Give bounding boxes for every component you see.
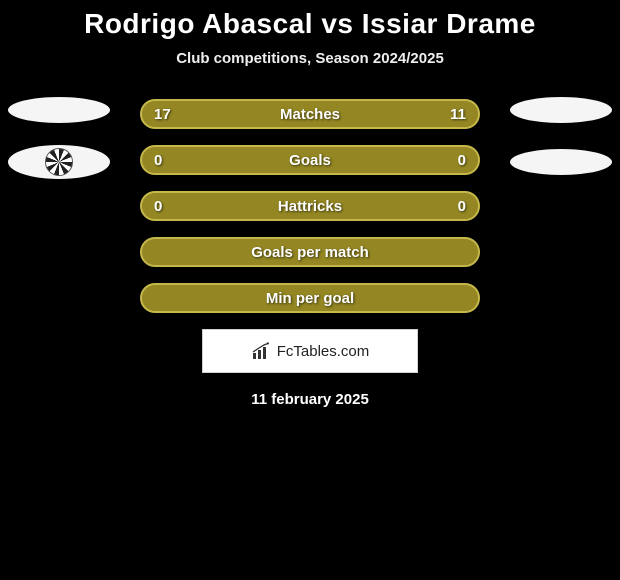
- stat-rows: 17 Matches 11 0 Goals 0 0 Hattricks 0 Go…: [0, 97, 620, 313]
- stat-left-value: 0: [154, 198, 162, 215]
- brand-label: FcTables.com: [277, 343, 370, 360]
- stat-row-min-per-goal: Min per goal: [140, 283, 480, 313]
- chart-icon: [251, 342, 271, 360]
- page-title: Rodrigo Abascal vs Issiar Drame: [0, 0, 620, 40]
- stat-right-value: 0: [458, 152, 466, 169]
- player2-badge-top: [510, 97, 612, 123]
- stat-row-goals-per-match: Goals per match: [140, 237, 480, 267]
- stat-row-matches: 17 Matches 11: [140, 99, 480, 129]
- stat-left-value: 0: [154, 152, 162, 169]
- player1-club-badge: [8, 145, 110, 179]
- stat-label: Hattricks: [278, 198, 342, 215]
- club-crest-icon: [45, 148, 73, 176]
- stat-label: Min per goal: [266, 290, 354, 307]
- stat-right-value: 11: [450, 106, 466, 123]
- stat-row-hattricks: 0 Hattricks 0: [140, 191, 480, 221]
- brand-box: FcTables.com: [202, 329, 418, 373]
- stat-label: Goals: [289, 152, 331, 169]
- stat-label: Goals per match: [251, 244, 369, 261]
- stat-right-value: 0: [458, 198, 466, 215]
- stat-left-value: 17: [154, 106, 171, 123]
- comparison-content: 17 Matches 11 0 Goals 0 0 Hattricks 0 Go…: [0, 97, 620, 408]
- page-subtitle: Club competitions, Season 2024/2025: [0, 50, 620, 67]
- date-label: 11 february 2025: [0, 391, 620, 408]
- stat-label: Matches: [280, 106, 340, 123]
- player2-club-badge: [510, 149, 612, 175]
- player1-badge-top: [8, 97, 110, 123]
- stat-row-goals: 0 Goals 0: [140, 145, 480, 175]
